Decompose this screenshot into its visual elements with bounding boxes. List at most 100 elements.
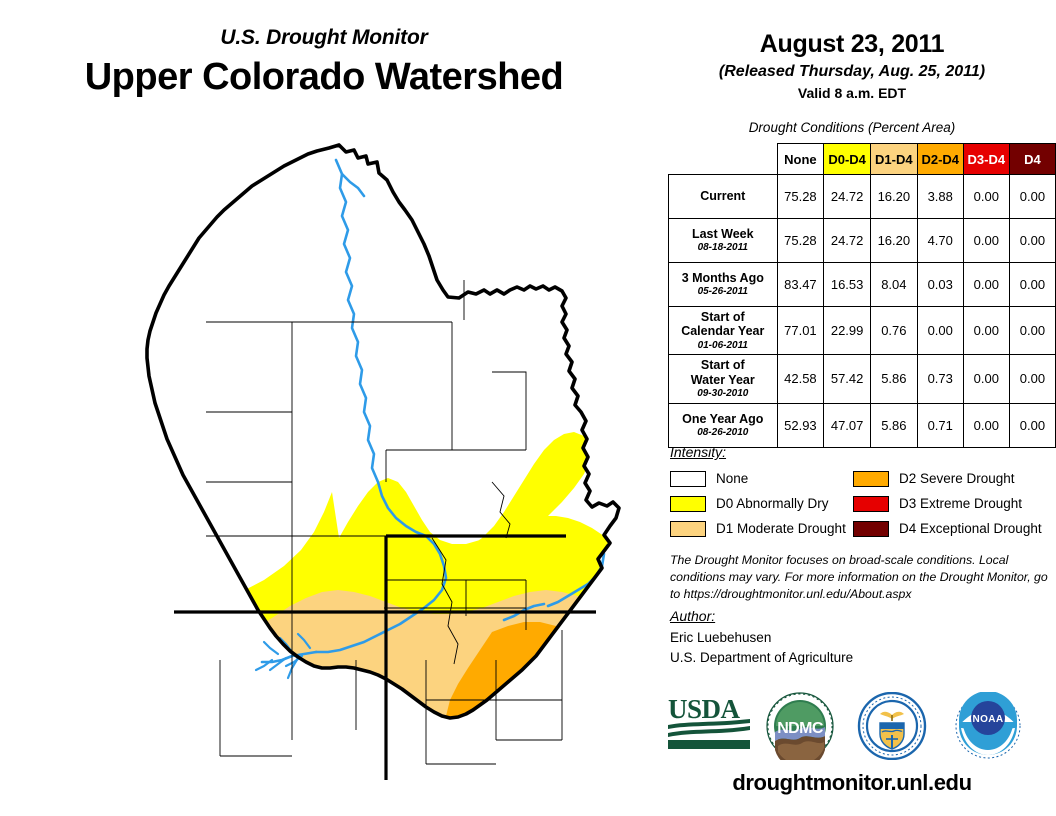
- legend-label: D4 Exceptional Drought: [899, 521, 1042, 536]
- legend-swatch: [670, 520, 706, 537]
- row-label: Current: [668, 174, 778, 219]
- legend-swatch: [853, 520, 889, 537]
- cell-none: 75.28: [776, 174, 825, 219]
- author-heading: Author:: [670, 608, 716, 624]
- cell-d2-d4: 0.00: [916, 305, 964, 356]
- title-block: U.S. Drought Monitor Upper Colorado Wate…: [0, 26, 648, 99]
- gunnison-river: [502, 602, 546, 622]
- table-row: Start of Calendar Year 01-06-2011 77.01 22.9…: [668, 305, 1056, 356]
- table-caption: Drought Conditions (Percent Area): [748, 120, 956, 135]
- cell-d3-d4: 0.00: [962, 305, 1010, 356]
- cell-d1-d4: 8.04: [869, 262, 918, 307]
- cell-d2-d4: 3.88: [916, 174, 964, 219]
- legend-item: D3 Extreme Drought: [853, 491, 1042, 516]
- cell-d3-d4: 0.00: [962, 218, 1010, 263]
- logo-row: USDA NDMC: [660, 691, 1056, 769]
- row-date: 08-26-2010: [697, 426, 749, 438]
- report-date: August 23, 2011: [759, 30, 945, 58]
- author-org: U.S. Department of Agriculture: [670, 649, 854, 665]
- legend-swatch: [670, 495, 706, 512]
- cell-d0-d4: 22.99: [823, 305, 871, 356]
- green-river: [334, 158, 428, 538]
- cell-d1-d4: 5.86: [869, 402, 918, 448]
- valid-time: Valid 8 a.m. EDT: [797, 85, 907, 101]
- right-info-panel: August 23, 2011 (Released Thursday, Aug.…: [648, 0, 1056, 816]
- cell-d4: 0.00: [1008, 262, 1056, 307]
- column-header-d3-d4: D3-D4: [962, 143, 1010, 175]
- column-header-d1-d4: D1-D4: [869, 143, 918, 175]
- legend-item: None: [670, 466, 846, 491]
- cell-d0-d4: 57.42: [823, 354, 871, 404]
- legend-swatch: [670, 470, 706, 487]
- cell-d4: 0.00: [1008, 402, 1056, 448]
- cell-d0-d4: 16.53: [823, 262, 871, 307]
- row-label: Start of Calendar Year 01-06-2011: [668, 305, 778, 356]
- cell-d4: 0.00: [1008, 174, 1056, 219]
- row-date: 05-26-2011: [697, 286, 748, 298]
- cell-d4: 0.00: [1008, 354, 1056, 404]
- noaa-logo: NOAA: [952, 691, 1024, 765]
- row-label: 3 Months Ago 05-26-2011: [668, 262, 778, 307]
- legend-item: D0 Abnormally Dry: [670, 491, 846, 516]
- cell-none: 75.28: [776, 218, 825, 263]
- row-date: 08-18-2011: [697, 242, 748, 254]
- author-info: Eric Luebehusen U.S. Department of Agric…: [670, 628, 853, 667]
- intensity-legend-left: None D0 Abnormally Dry D1 Moderate Drought: [670, 466, 846, 541]
- column-header-d2-d4: D2-D4: [916, 143, 964, 175]
- row-date: 01-06-2011: [697, 339, 748, 351]
- legend-item: D2 Severe Drought: [853, 466, 1042, 491]
- column-header-d4: D4: [1008, 143, 1056, 175]
- drought-conditions-table: None D0-D4 D1-D4 D2-D4 D3-D4 D4 Current 7…: [668, 143, 1056, 448]
- state-line-layer: [174, 534, 596, 780]
- legend-swatch: [853, 495, 889, 512]
- d0-region-northeast: [468, 432, 590, 554]
- column-header-none: None: [776, 143, 825, 175]
- disclaimer-text: The Drought Monitor focuses on broad-sca…: [670, 553, 1048, 601]
- table-header-row: None D0-D4 D1-D4 D2-D4 D3-D4 D4: [669, 143, 1056, 175]
- cell-d0-d4: 24.72: [823, 218, 871, 263]
- cell-none: 52.93: [776, 402, 825, 448]
- cell-d4: 0.00: [1008, 305, 1056, 356]
- release-date: (Released Thursday, Aug. 25, 2011): [718, 63, 986, 80]
- cell-d3-d4: 0.00: [962, 262, 1010, 307]
- page-title: Upper Colorado Watershed: [84, 56, 564, 98]
- intensity-heading: Intensity:: [670, 444, 727, 460]
- cell-d3-d4: 0.00: [962, 354, 1010, 404]
- cell-d0-d4: 24.72: [823, 174, 871, 219]
- intensity-legend-right: D2 Severe Drought D3 Extreme Drought D4 Ex…: [853, 466, 1042, 541]
- date-block: August 23, 2011 (Released Thursday, Aug.…: [648, 30, 1056, 101]
- site-url[interactable]: droughtmonitor.unl.edu: [732, 770, 972, 795]
- cell-d2-d4: 4.70: [916, 218, 964, 263]
- colorado-river-upper: [314, 534, 448, 654]
- svg-text:NDMC: NDMC: [777, 720, 824, 737]
- cell-d1-d4: 16.20: [869, 174, 918, 219]
- row-label: Last Week 08-18-2011: [668, 218, 778, 263]
- cell-d3-d4: 0.00: [962, 402, 1010, 448]
- cell-d3-d4: 0.00: [962, 174, 1010, 219]
- basin-outline: [145, 143, 621, 720]
- svg-text:USDA: USDA: [668, 694, 741, 724]
- legend-label: D2 Severe Drought: [899, 471, 1015, 486]
- cell-none: 83.47: [776, 262, 825, 307]
- legend-label: D0 Abnormally Dry: [716, 496, 829, 511]
- svg-text:NOAA: NOAA: [972, 714, 1003, 725]
- legend-label: D1 Moderate Drought: [716, 521, 846, 536]
- cell-d2-d4: 0.73: [916, 354, 964, 404]
- cell-d1-d4: 0.76: [869, 305, 918, 356]
- legend-item: D4 Exceptional Drought: [853, 516, 1042, 541]
- cell-none: 42.58: [776, 354, 825, 404]
- cell-d0-d4: 47.07: [823, 402, 871, 448]
- row-date: 09-30-2010: [697, 388, 749, 399]
- row-label: One Year Ago 08-26-2010: [668, 402, 778, 448]
- legend-item: D1 Moderate Drought: [670, 516, 846, 541]
- green-river-tributary: [340, 172, 366, 198]
- river-layer: [254, 158, 606, 680]
- ndmc-logo: NDMC: [764, 692, 836, 769]
- upper-colorado-watershed-drought-map[interactable]: [96, 140, 626, 810]
- author-name: Eric Luebehusen: [670, 630, 772, 645]
- cell-d2-d4: 0.71: [916, 402, 964, 448]
- cell-d4: 0.00: [1008, 218, 1056, 263]
- legend-swatch: [853, 470, 889, 487]
- dept-of-commerce-seal: [856, 691, 928, 765]
- row-label: Start of Water Year 09-30-2010: [668, 354, 778, 404]
